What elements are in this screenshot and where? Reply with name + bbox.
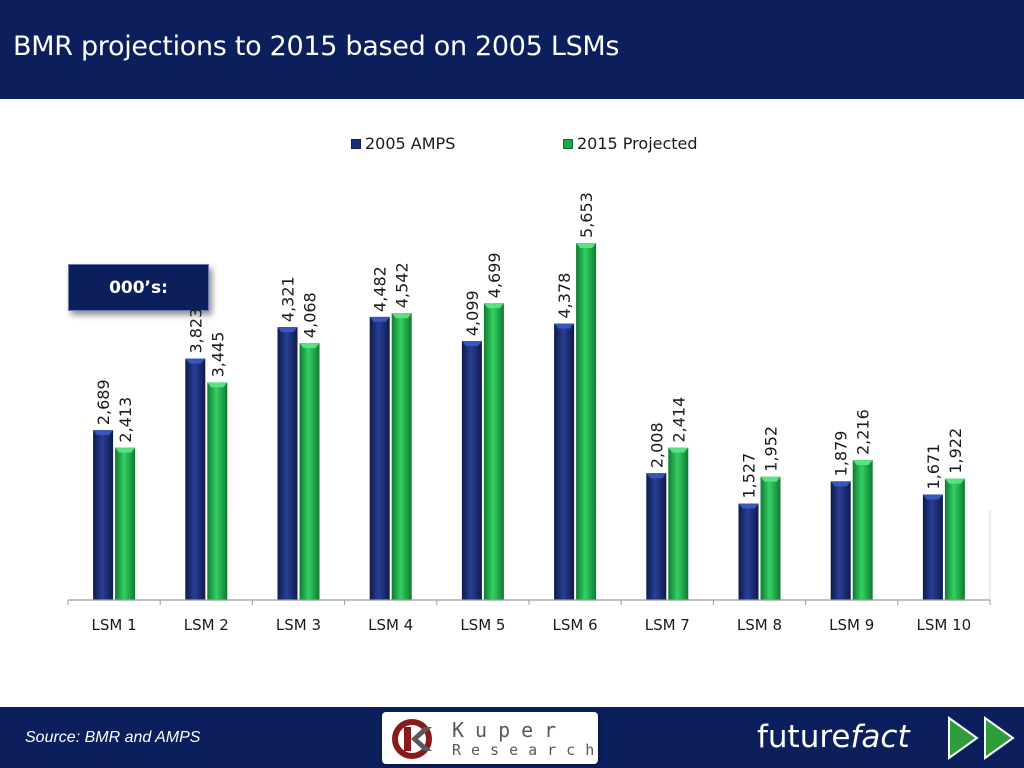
bar-2005-amps-7 [646,473,667,600]
bar-bevel-2015-projected-4 [391,313,412,319]
double-arrow-icon [948,716,1015,760]
data-label-2005-amps-9: 1,879 [832,431,851,477]
bar-bevel-2015-projected-2 [207,382,228,388]
bar-bevel-2015-projected-1 [115,447,136,453]
bar-2015-projected-3 [299,343,320,600]
bar-2005-amps-1 [93,430,114,600]
brand-italic: fact [850,719,910,755]
x-tick-label: LSM 8 [737,616,782,634]
bar-2015-projected-7 [668,447,689,600]
data-label-2015-projected-7: 2,414 [669,397,688,443]
data-label-2015-projected-5: 4,699 [485,252,504,298]
units-label: 000’s: [68,264,209,311]
bar-2015-projected-8 [760,476,781,600]
legend-swatch-2005-amps [351,138,361,149]
x-tick-label: LSM 2 [184,616,229,634]
bar-2015-projected-5 [483,303,504,600]
bar-2015-projected-2 [207,382,228,600]
x-tick-label: LSM 1 [92,616,137,634]
bar-bevel-2015-projected-3 [299,343,320,349]
bar-2005-amps-5 [461,341,482,600]
bar-bevel-2005-amps-7 [646,473,667,479]
bar-2015-projected-4 [391,313,412,600]
data-label-2005-amps-1: 2,689 [94,379,113,425]
brand-regular: future [757,719,851,755]
data-label-2005-amps-4: 4,482 [371,266,390,312]
bar-bevel-2015-projected-7 [668,447,689,453]
data-label-2015-projected-3: 4,068 [301,292,320,338]
x-tick-label: LSM 7 [645,616,690,634]
bar-bevel-2015-projected-5 [483,303,504,309]
data-label-2005-amps-5: 4,099 [463,290,482,336]
bar-2005-amps-9 [830,481,851,600]
logo-text-kuper: Kuper [452,718,568,742]
x-tick-label: LSM 3 [276,616,321,634]
bar-2005-amps-3 [277,327,298,600]
bar-bevel-2005-amps-10 [922,494,943,500]
bar-bevel-2005-amps-2 [185,358,206,364]
bar-bevel-2015-projected-10 [944,478,965,484]
x-tick-label: LSM 5 [460,616,505,634]
bar-2015-projected-10 [944,478,965,600]
data-label-2015-projected-9: 2,216 [854,409,873,455]
bar-2005-amps-4 [369,316,390,600]
data-label-2005-amps-7: 2,008 [647,422,666,468]
x-tick-label: LSM 10 [917,616,972,634]
x-tick-label: LSM 9 [829,616,874,634]
bar-bevel-2005-amps-5 [461,341,482,347]
data-label-2005-amps-2: 3,823 [186,308,205,354]
data-label-2005-amps-6: 4,378 [555,273,574,319]
legend-swatch-2015-projected [563,138,573,149]
chart-legend: 2005 AMPS 2015 Projected [0,134,1024,156]
bar-2005-amps-6 [554,323,575,600]
x-tick-label: LSM 4 [368,616,413,634]
bar-bevel-2005-amps-9 [830,481,851,487]
data-label-2005-amps-10: 1,671 [924,444,943,490]
bar-2015-projected-6 [576,242,597,600]
data-label-2015-projected-8: 1,952 [762,426,781,472]
bar-bevel-2005-amps-6 [554,323,575,329]
bar-bevel-2015-projected-6 [576,242,597,248]
bar-bevel-2005-amps-4 [369,316,390,322]
legend-item-2015-projected: 2015 Projected [563,134,698,153]
futurefact-logo: futurefact [757,719,910,755]
bar-bevel-2005-amps-3 [277,327,298,333]
bar-2015-projected-1 [115,447,136,600]
footer-bar: Source: BMR and AMPS Kuper Research futu… [0,707,1024,768]
legend-item-2005-amps: 2005 AMPS [351,134,455,153]
logo-text-research: Research [452,741,605,759]
bar-bevel-2015-projected-9 [852,460,873,466]
data-label-2015-projected-10: 1,922 [946,428,965,474]
legend-label-2005-amps: 2005 AMPS [365,134,456,153]
source-note: Source: BMR and AMPS [25,729,201,746]
data-label-2015-projected-2: 3,445 [208,332,227,378]
data-label-2005-amps-3: 4,321 [279,276,298,322]
title-banner: BMR projections to 2015 based on 2005 LS… [0,0,1024,99]
data-label-2015-projected-1: 2,413 [116,397,135,443]
page-title: BMR projections to 2015 based on 2005 LS… [13,31,620,62]
legend-label-2015-projected: 2015 Projected [577,134,698,153]
bar-2005-amps-8 [738,503,759,600]
data-label-2015-projected-4: 4,542 [393,262,412,308]
bar-2015-projected-9 [852,460,873,600]
bar-2005-amps-10 [922,494,943,600]
data-label-2015-projected-6: 5,653 [577,192,596,238]
bar-bevel-2005-amps-1 [93,430,114,436]
kuper-research-logo: Kuper Research [382,712,598,764]
bar-bevel-2005-amps-8 [738,503,759,509]
data-label-2005-amps-8: 1,527 [740,453,759,499]
bar-2005-amps-2 [185,358,206,600]
x-tick-label: LSM 6 [553,616,598,634]
kuper-logo-icon [392,719,432,759]
bar-bevel-2015-projected-8 [760,476,781,482]
